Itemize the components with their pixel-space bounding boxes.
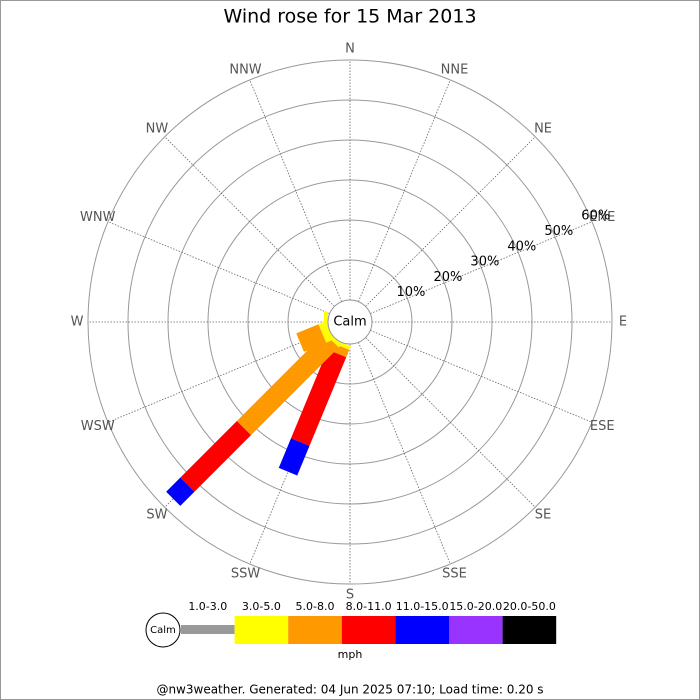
- ring: [247, 219, 453, 425]
- direction-label: S: [346, 588, 354, 603]
- petal-segment: [327, 342, 350, 358]
- spoke: [365, 136, 536, 307]
- spoke: [164, 136, 335, 307]
- ring-label: 40%: [507, 239, 536, 254]
- spoke: [107, 221, 330, 314]
- direction-label: ENE: [589, 210, 615, 225]
- direction-label: SSW: [231, 567, 261, 582]
- legend-swatch: [449, 616, 503, 644]
- ring: [87, 59, 613, 585]
- legend-label: 15.0-20.0: [449, 600, 502, 613]
- legend-label: 1.0-3.0: [188, 600, 227, 613]
- legend-swatch: [181, 625, 235, 634]
- spoke: [370, 221, 593, 314]
- petal-segment: [291, 349, 347, 446]
- legend-label: 5.0-8.0: [296, 600, 335, 613]
- legend-label: 3.0-5.0: [242, 600, 281, 613]
- petal-segment: [180, 420, 252, 492]
- direction-label: NE: [534, 121, 552, 136]
- direction-label: N: [345, 42, 355, 57]
- chart-title: Wind rose for 15 Mar 2013: [223, 6, 476, 28]
- legend-swatch: [288, 616, 342, 644]
- direction-label: SW: [146, 508, 167, 523]
- petal-segment: [236, 333, 339, 436]
- direction-label: SE: [535, 508, 551, 523]
- direction-label: WSW: [81, 419, 115, 434]
- unit-label: mph: [338, 648, 363, 661]
- legend-calm-label: Calm: [150, 625, 176, 636]
- calm-label: Calm: [333, 315, 366, 330]
- direction-label: NW: [146, 121, 169, 136]
- footer: @nw3weather. Generated: 04 Jun 2025 07:1…: [156, 683, 543, 697]
- ring-label: 20%: [433, 270, 462, 285]
- legend-label: 11.0-15.0: [396, 600, 449, 613]
- petal-segment: [166, 477, 195, 506]
- ring-label: 30%: [470, 255, 499, 270]
- calm-circle: [327, 299, 373, 345]
- spoke: [358, 342, 451, 565]
- spoke: [365, 337, 536, 508]
- direction-label: E: [619, 315, 627, 330]
- legend-swatch: [234, 616, 289, 644]
- legend-swatch: [341, 616, 396, 644]
- legend-swatch: [502, 616, 557, 644]
- legend-swatch: [395, 616, 449, 644]
- spoke: [107, 330, 330, 423]
- legend-calm: [145, 612, 181, 648]
- ring-label: 50%: [544, 224, 573, 239]
- direction-label: WNW: [80, 210, 116, 225]
- petal-segment: [296, 324, 327, 352]
- direction-label: SSE: [442, 567, 467, 582]
- direction-label: NNE: [441, 62, 469, 77]
- ring-label: 60%: [581, 209, 610, 224]
- spoke: [249, 79, 342, 302]
- ring: [127, 99, 573, 545]
- legend-label: 8.0-11.0: [346, 600, 392, 613]
- direction-label: ESE: [590, 419, 615, 434]
- spoke: [358, 79, 451, 302]
- ring-label: 10%: [397, 285, 426, 300]
- spoke: [370, 330, 593, 423]
- legend-label: 20.0-50.0: [503, 600, 556, 613]
- direction-label: NNW: [229, 62, 261, 77]
- direction-label: W: [71, 315, 84, 330]
- petal-segment: [278, 438, 310, 476]
